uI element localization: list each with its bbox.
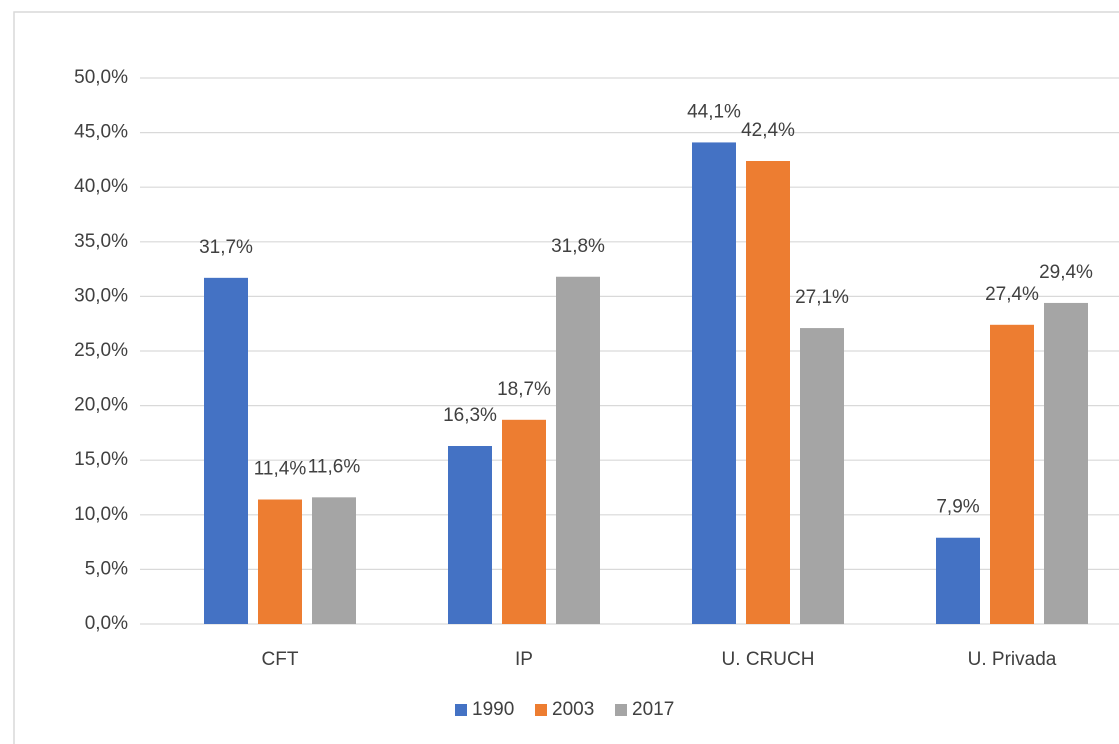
chart-border bbox=[13, 11, 1119, 744]
bar bbox=[746, 160, 790, 624]
y-tick-label: 30,0% bbox=[74, 285, 128, 306]
y-tick-label: 35,0% bbox=[74, 231, 128, 252]
legend-label: 1990 bbox=[472, 699, 514, 720]
bar bbox=[502, 419, 546, 624]
value-label: 31,8% bbox=[551, 236, 605, 257]
bar bbox=[1044, 302, 1088, 624]
x-tick-label: U. CRUCH bbox=[722, 649, 815, 670]
legend-swatch bbox=[455, 704, 467, 716]
y-tick-label: 20,0% bbox=[74, 395, 128, 416]
y-tick-label: 50,0% bbox=[74, 67, 128, 88]
x-tick-label: CFT bbox=[262, 649, 299, 670]
legend-label: 2017 bbox=[632, 699, 674, 720]
value-label: 27,4% bbox=[985, 284, 1039, 305]
bar bbox=[204, 277, 248, 624]
legend-swatch bbox=[615, 704, 627, 716]
y-tick-label: 10,0% bbox=[74, 504, 128, 525]
legend-swatch bbox=[535, 704, 547, 716]
y-tick-label: 15,0% bbox=[74, 449, 128, 470]
bar bbox=[448, 446, 492, 624]
value-label: 16,3% bbox=[443, 405, 497, 426]
value-label: 31,7% bbox=[199, 237, 253, 258]
bar bbox=[556, 276, 600, 624]
bar bbox=[800, 328, 844, 624]
y-tick-label: 40,0% bbox=[74, 176, 128, 197]
x-tick-label: U. Privada bbox=[968, 649, 1057, 670]
y-tick-label: 5,0% bbox=[85, 558, 128, 579]
x-tick-label: IP bbox=[515, 649, 533, 670]
value-label: 11,6% bbox=[308, 456, 361, 477]
y-tick-label: 0,0% bbox=[85, 613, 128, 634]
value-label: 27,1% bbox=[795, 287, 849, 308]
value-label: 11,4% bbox=[254, 459, 307, 480]
value-label: 44,1% bbox=[687, 101, 741, 122]
value-label: 18,7% bbox=[497, 379, 551, 400]
value-label: 29,4% bbox=[1039, 262, 1093, 283]
value-label: 42,4% bbox=[741, 120, 795, 141]
y-tick-label: 25,0% bbox=[74, 340, 128, 361]
bar bbox=[258, 499, 302, 624]
bar bbox=[692, 142, 736, 625]
bar bbox=[312, 497, 356, 624]
bar bbox=[936, 537, 980, 624]
y-tick-label: 45,0% bbox=[74, 122, 128, 143]
bar bbox=[990, 324, 1034, 624]
legend-label: 2003 bbox=[552, 699, 594, 720]
value-label: 7,9% bbox=[936, 497, 979, 518]
